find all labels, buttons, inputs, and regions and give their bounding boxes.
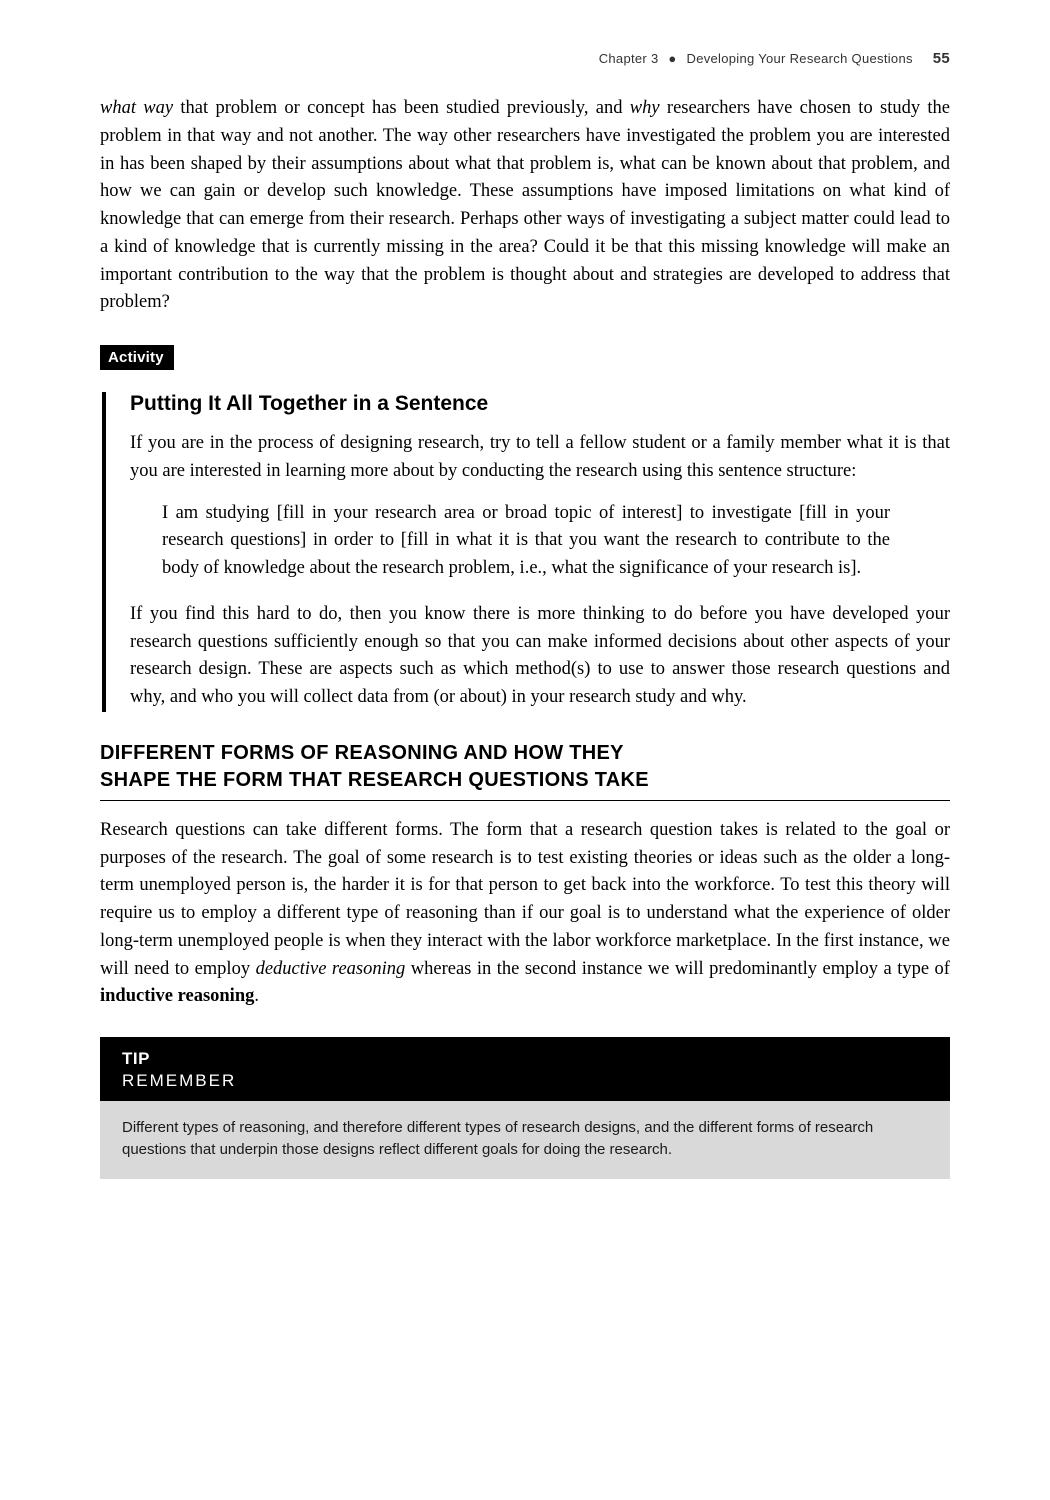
running-head: Chapter 3 ● Developing Your Research Que… — [100, 50, 950, 67]
section-text-1: Research questions can take different fo… — [100, 820, 950, 979]
activity-tag: Activity — [100, 345, 174, 370]
chapter-label: Chapter 3 — [599, 51, 659, 66]
intro-text-1: that problem or concept has been studied… — [173, 98, 630, 118]
section-heading-line1: DIFFERENT FORMS OF REASONING AND HOW THE… — [100, 742, 624, 764]
activity-paragraph-1: If you are in the process of designing r… — [130, 430, 950, 486]
intro-italic-2: why — [630, 98, 660, 118]
tip-header: TIP REMEMBER — [100, 1037, 950, 1101]
section-heading: DIFFERENT FORMS OF REASONING AND HOW THE… — [100, 740, 950, 794]
chapter-title: Developing Your Research Questions — [687, 51, 913, 66]
activity-block: Putting It All Together in a Sentence If… — [102, 392, 950, 712]
intro-italic-1: what way — [100, 98, 173, 118]
bullet-icon: ● — [668, 51, 676, 66]
section-heading-line2: SHAPE THE FORM THAT RESEARCH QUESTIONS T… — [100, 769, 649, 791]
intro-paragraph: what way that problem or concept has bee… — [100, 95, 950, 317]
section-paragraph: Research questions can take different fo… — [100, 817, 950, 1011]
activity-quote: I am studying [fill in your research are… — [162, 500, 890, 583]
activity-title: Putting It All Together in a Sentence — [130, 392, 950, 416]
section-italic-1: deductive reasoning — [256, 959, 406, 979]
intro-text-2: researchers have chosen to study the pro… — [100, 98, 950, 312]
tip-sublabel: REMEMBER — [122, 1071, 928, 1091]
section-text-3: . — [254, 986, 259, 1006]
activity-paragraph-2: If you find this hard to do, then you kn… — [130, 601, 950, 712]
section-text-2: whereas in the second instance we will p… — [405, 959, 950, 979]
page-number: 55 — [933, 50, 950, 67]
tip-body: Different types of reasoning, and theref… — [100, 1101, 950, 1179]
tip-label: TIP — [122, 1049, 928, 1069]
section-bold-1: inductive reasoning — [100, 986, 254, 1006]
section-rule — [100, 800, 950, 801]
activity-quote-text: I am studying [fill in your research are… — [162, 500, 890, 583]
